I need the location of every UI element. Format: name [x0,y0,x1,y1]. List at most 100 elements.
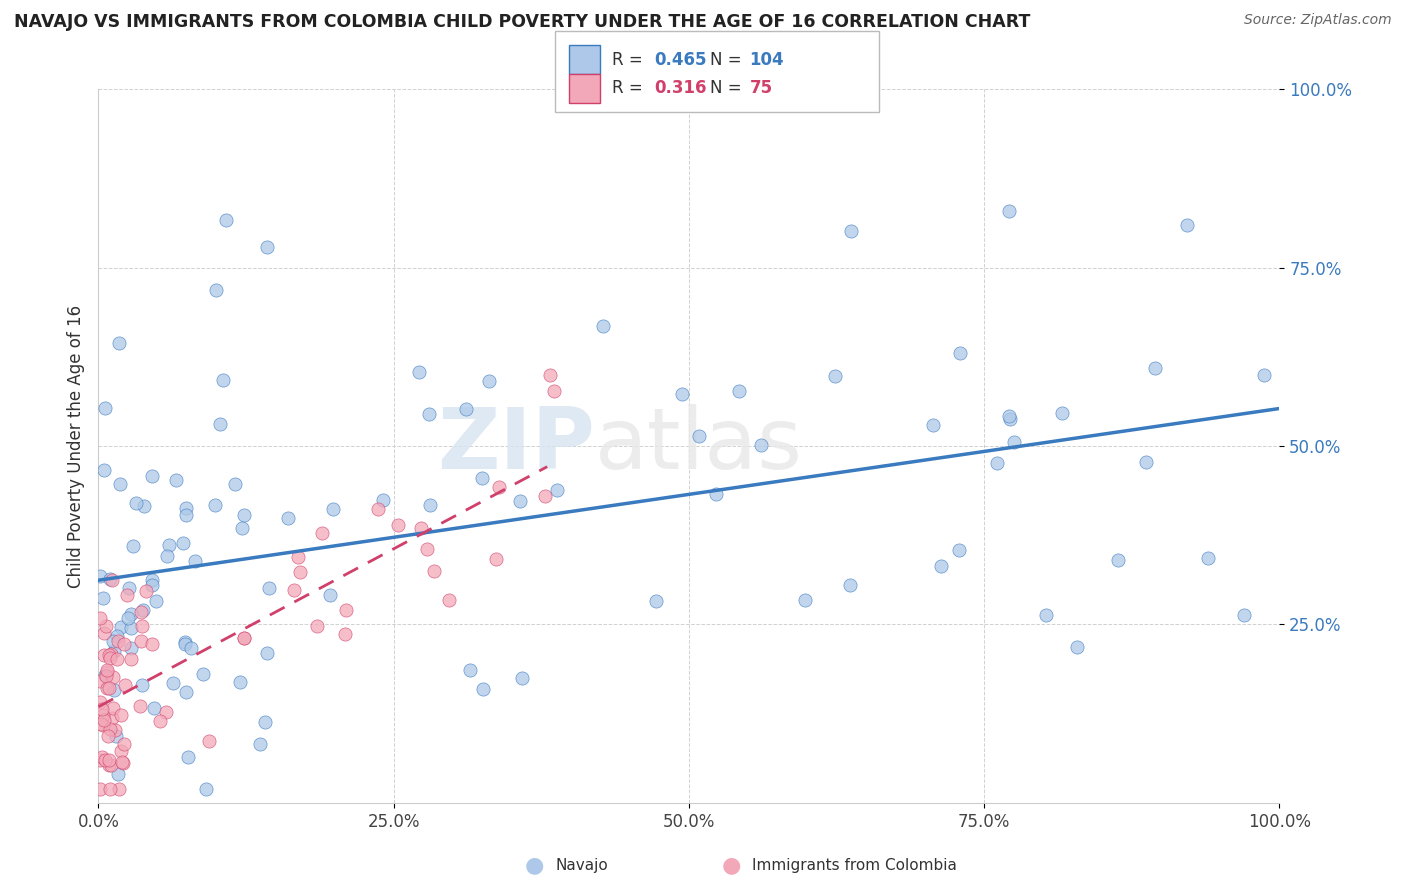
Point [233,631,256,645]
Point [120,607,142,621]
Point [98,648,121,662]
Point [1066,640,1088,655]
Point [111,756,134,771]
Point [120,641,142,656]
Point [198,734,221,748]
Point [89,695,111,709]
Point [141,573,163,587]
Point [135,584,157,599]
Point [98,651,121,665]
Point [1144,361,1167,376]
Point [458,663,481,677]
Text: 0.316: 0.316 [654,79,706,97]
Point [418,407,440,421]
Point [256,647,278,661]
Point [101,711,124,725]
Point [97,729,120,743]
Point [93,626,115,640]
Point [478,374,501,388]
Point [228,674,250,689]
Point [165,474,187,488]
Point [215,213,238,227]
Point [105,629,128,643]
Point [211,373,233,387]
Point [1107,553,1129,567]
Point [998,409,1021,423]
Point [120,652,142,666]
Point [704,487,727,501]
Point [288,565,311,579]
Point [134,500,156,514]
Text: N =: N = [710,51,747,69]
Point [94,753,117,767]
Text: R =: R = [612,51,648,69]
Point [97,758,120,772]
Point [1000,411,1022,425]
Point [162,675,184,690]
Point [485,552,508,566]
Point [1050,406,1073,420]
Point [112,738,135,752]
Point [100,781,122,796]
Point [89,752,111,766]
Point [121,539,143,553]
Point [259,581,281,595]
Point [319,588,342,602]
Point [1232,607,1254,622]
Point [93,713,115,727]
Point [546,483,568,498]
Point [98,681,121,696]
Point [1197,550,1219,565]
Point [367,502,389,516]
Point [408,366,430,380]
Point [204,283,226,297]
Point [543,384,565,398]
Point [93,401,115,415]
Point [311,525,333,540]
Point [173,635,195,649]
Point [233,632,256,646]
Point [437,593,460,607]
Point [728,384,751,399]
Point [419,498,441,512]
Point [91,750,114,764]
Text: 75: 75 [749,79,772,97]
Point [176,501,198,516]
Point [949,346,972,360]
Point [471,471,494,485]
Point [142,700,165,714]
Point [103,644,125,658]
Point [117,588,139,602]
Point [104,723,127,738]
Point [90,716,112,731]
Point [96,619,118,633]
Point [335,603,357,617]
Point [129,605,152,619]
Point [335,627,357,641]
Point [100,573,122,587]
Point [129,699,152,714]
Point [132,603,155,617]
Point [131,678,153,692]
Point [101,671,124,685]
Point [277,510,299,524]
Point [100,647,122,661]
Point [94,668,117,682]
Point [592,318,614,333]
Text: ●: ● [524,855,544,875]
Point [645,594,668,608]
Text: Navajo: Navajo [555,858,609,872]
Point [100,758,122,772]
Point [112,637,135,651]
Point [387,517,409,532]
Point [101,633,124,648]
Point [307,619,329,633]
Point [89,781,111,796]
Point [91,708,114,723]
Point [283,582,305,597]
Point [124,496,146,510]
Point [1002,434,1025,449]
Point [749,438,772,452]
Point [177,750,200,764]
Point [454,402,477,417]
